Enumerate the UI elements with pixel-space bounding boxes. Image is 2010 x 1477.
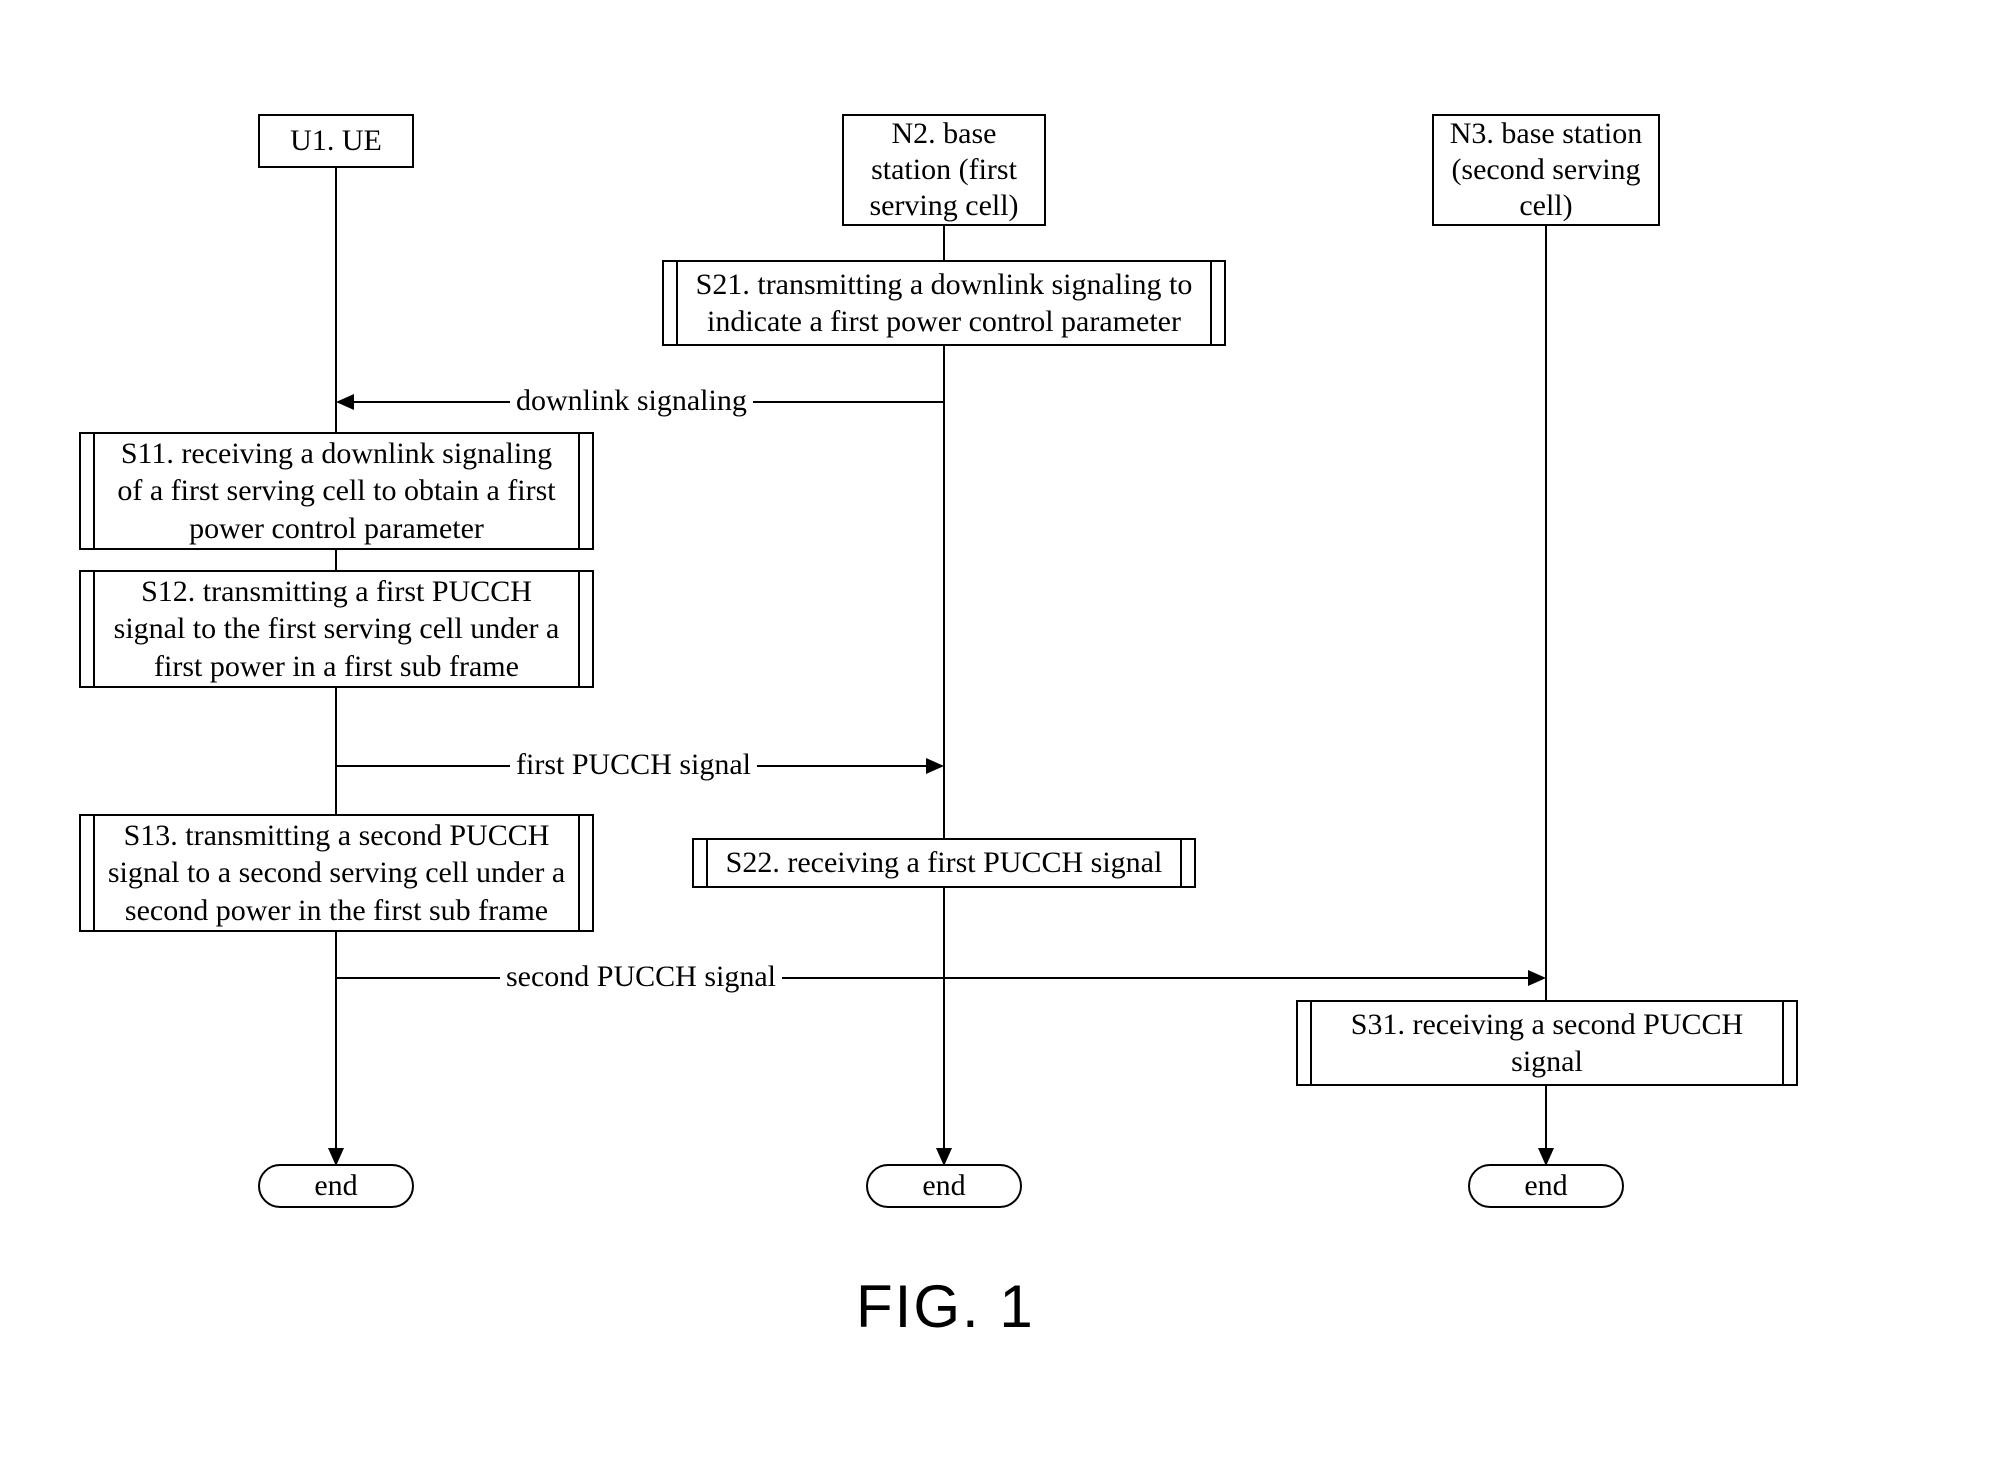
step-s31-text: S31. receiving a second PUCCH signal xyxy=(1322,1006,1772,1081)
msg-second-pucch-label: second PUCCH signal xyxy=(500,960,782,994)
actor-n3-label: N3. base station (second serving cell) xyxy=(1446,116,1646,224)
lifeline-n2 xyxy=(943,224,945,1158)
step-s11: S11. receiving a downlink signaling of a… xyxy=(79,432,594,550)
step-s21-text: S21. transmitting a downlink signaling t… xyxy=(688,266,1200,341)
sequence-diagram: U1. UE N2. base station (first serving c… xyxy=(0,0,2010,1477)
step-s31: S31. receiving a second PUCCH signal xyxy=(1296,1000,1798,1086)
msg-first-pucch-label: first PUCCH signal xyxy=(510,748,757,782)
actor-u1: U1. UE xyxy=(258,114,414,168)
actor-n3: N3. base station (second serving cell) xyxy=(1432,114,1660,226)
end-n3: end xyxy=(1468,1164,1624,1208)
step-s21: S21. transmitting a downlink signaling t… xyxy=(662,260,1226,346)
msg-downlink-arrow xyxy=(336,394,354,410)
step-s22-text: S22. receiving a first PUCCH signal xyxy=(726,844,1163,882)
figure-label: FIG. 1 xyxy=(856,1272,1035,1341)
actor-u1-label: U1. UE xyxy=(290,123,382,159)
msg-first-pucch-arrow xyxy=(926,758,944,774)
msg-second-pucch-arrow xyxy=(1528,970,1546,986)
end-u1-label: end xyxy=(314,1169,357,1203)
step-s11-text: S11. receiving a downlink signaling of a… xyxy=(105,435,568,548)
end-n2: end xyxy=(866,1164,1022,1208)
step-s12-text: S12. transmitting a first PUCCH signal t… xyxy=(105,573,568,686)
actor-n2: N2. base station (first serving cell) xyxy=(842,114,1046,226)
end-u1: end xyxy=(258,1164,414,1208)
step-s13: S13. transmitting a second PUCCH signal … xyxy=(79,814,594,932)
msg-downlink-label: downlink signaling xyxy=(510,384,753,418)
actor-n2-label: N2. base station (first serving cell) xyxy=(856,116,1032,224)
step-s13-text: S13. transmitting a second PUCCH signal … xyxy=(105,817,568,930)
end-n2-label: end xyxy=(922,1169,965,1203)
end-n3-label: end xyxy=(1524,1169,1567,1203)
step-s12: S12. transmitting a first PUCCH signal t… xyxy=(79,570,594,688)
step-s22: S22. receiving a first PUCCH signal xyxy=(692,838,1196,888)
